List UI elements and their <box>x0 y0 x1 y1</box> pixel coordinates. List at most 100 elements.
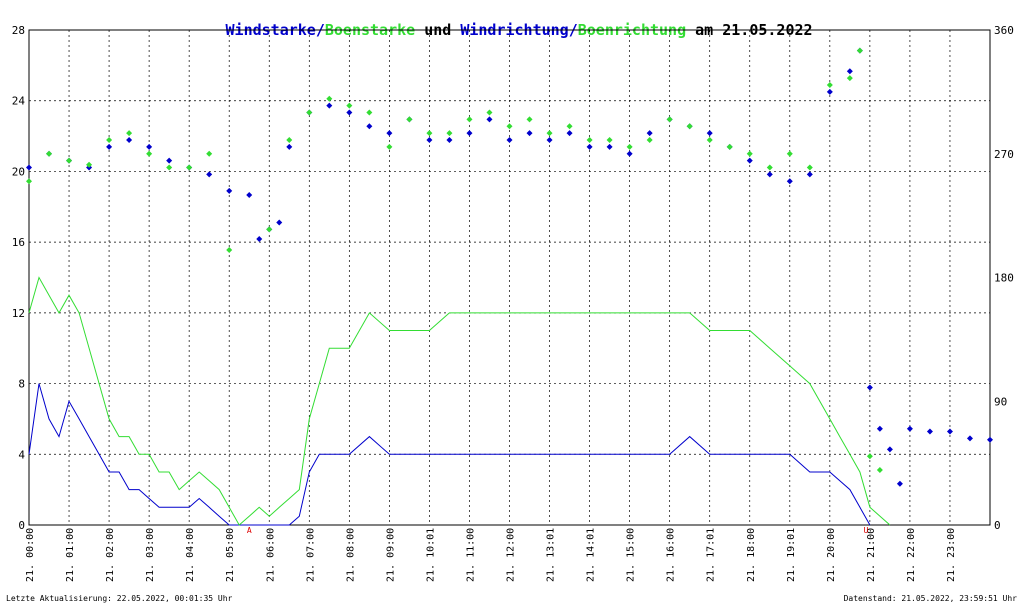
series-line-boenstarke <box>28 276 891 526</box>
series-point-boenrichtung <box>606 137 613 143</box>
y-right-tick-label: 270 <box>994 148 1014 161</box>
series-point-boenrichtung <box>526 116 533 123</box>
series-point-boenrichtung <box>866 453 873 460</box>
x-tick-label: 21. 23:00 <box>946 528 957 582</box>
series-point-boenrichtung <box>726 143 733 150</box>
series-point-boenrichtung <box>266 226 273 233</box>
series-point-windrichtung <box>166 157 173 164</box>
x-tick-label: 21. 16:00 <box>666 528 677 582</box>
series-point-windrichtung <box>276 219 283 226</box>
series-point-windrichtung <box>987 436 993 443</box>
series-point-boenrichtung <box>86 161 93 168</box>
series-point-windrichtung <box>26 164 32 171</box>
series-point-windrichtung <box>486 116 493 123</box>
series-point-boenrichtung <box>646 137 653 143</box>
series-point-boenrichtung <box>666 116 673 123</box>
annotation-marker: A <box>247 526 252 535</box>
y-left-tick-label: 8 <box>18 378 25 391</box>
series-point-windrichtung <box>926 428 933 435</box>
series-point-boenrichtung <box>46 150 53 157</box>
series-point-boenrichtung <box>226 247 233 253</box>
y-right-tick-label: 360 <box>994 24 1014 37</box>
series-point-windrichtung <box>346 109 353 116</box>
x-tick-label: 21. 22:00 <box>906 528 917 582</box>
series-point-windrichtung <box>526 130 533 137</box>
footer-data-status: Datenstand: 21.05.2022, 23:59:51 Uhr <box>843 594 1017 603</box>
series-point-boenrichtung <box>306 109 313 116</box>
series-point-boenrichtung <box>846 75 853 82</box>
x-tick-label: 21. 17:01 <box>706 528 717 582</box>
footer-last-update: Letzte Aktualisierung: 22.05.2022, 00:01… <box>6 594 233 603</box>
series-point-boenrichtung <box>586 137 593 143</box>
series-point-boenrichtung <box>826 82 833 88</box>
series-point-windrichtung <box>586 143 593 150</box>
y-left-tick-label: 0 <box>18 519 25 532</box>
x-tick-label: 21. 12:00 <box>506 528 517 582</box>
series-point-boenrichtung <box>686 123 693 130</box>
y-right-tick-label: 0 <box>994 519 1001 532</box>
series-point-windrichtung <box>946 428 953 435</box>
x-tick-label: 21. 04:00 <box>185 528 196 582</box>
x-tick-label: 21. 08:00 <box>345 528 356 582</box>
series-point-windrichtung <box>246 192 253 198</box>
series-point-windrichtung <box>786 178 793 185</box>
series-point-windrichtung <box>386 130 393 137</box>
series-point-windrichtung <box>256 236 263 242</box>
series-point-boenrichtung <box>876 467 883 473</box>
series-point-windrichtung <box>966 435 973 442</box>
y-left-tick-label: 16 <box>12 236 25 249</box>
y-left-tick-label: 12 <box>12 307 25 320</box>
series-point-boenrichtung <box>366 109 373 116</box>
series-point-boenrichtung <box>346 102 353 109</box>
series-point-windrichtung <box>846 68 853 75</box>
y-left-tick-label: 24 <box>12 95 26 108</box>
x-tick-label: 21. 09:00 <box>385 528 396 582</box>
series-point-windrichtung <box>426 137 433 143</box>
x-tick-label: 21. 10:01 <box>425 528 436 582</box>
series-point-boenrichtung <box>706 137 713 143</box>
series-point-windrichtung <box>606 143 613 150</box>
x-tick-label: 21. 05:00 <box>225 528 236 582</box>
y-right-tick-label: 180 <box>994 272 1014 285</box>
series-point-boenrichtung <box>486 109 493 116</box>
series-point-boenrichtung <box>806 164 813 171</box>
series-point-boenrichtung <box>746 150 753 157</box>
series-point-windrichtung <box>226 187 233 194</box>
series-point-boenrichtung <box>326 95 333 102</box>
series-point-boenrichtung <box>506 123 513 130</box>
series-point-boenrichtung <box>146 150 153 157</box>
series-point-boenrichtung <box>166 164 173 171</box>
series-point-windrichtung <box>876 425 883 432</box>
series-point-boenrichtung <box>626 143 633 150</box>
series-point-windrichtung <box>866 384 873 391</box>
series-point-windrichtung <box>886 446 893 453</box>
series-point-boenrichtung <box>406 116 413 123</box>
series-point-windrichtung <box>806 171 813 178</box>
series-point-windrichtung <box>326 102 333 109</box>
x-tick-label: 21. 02:00 <box>105 528 116 582</box>
series-point-boenrichtung <box>286 137 293 143</box>
x-tick-label: 21. 20:00 <box>826 528 837 582</box>
series-point-boenrichtung <box>206 150 213 157</box>
series-point-windrichtung <box>286 143 293 150</box>
series-point-windrichtung <box>826 88 833 95</box>
series-point-windrichtung <box>206 171 213 178</box>
series-point-windrichtung <box>896 480 903 487</box>
series-point-windrichtung <box>766 171 773 178</box>
y-left-tick-label: 4 <box>18 448 25 461</box>
x-tick-label: 21. 15:00 <box>626 528 637 582</box>
x-tick-label: 21. 18:00 <box>746 528 757 582</box>
x-tick-label: 21. 03:00 <box>145 528 156 582</box>
series-point-windrichtung <box>546 137 553 143</box>
series-point-windrichtung <box>146 143 153 150</box>
series-point-windrichtung <box>646 130 653 137</box>
series-point-windrichtung <box>466 130 473 137</box>
series-point-boenrichtung <box>786 150 793 157</box>
series-point-boenrichtung <box>546 130 553 137</box>
annotation-marker: U <box>863 526 868 535</box>
series-point-windrichtung <box>126 137 133 143</box>
series-point-boenrichtung <box>106 137 113 143</box>
series-point-boenrichtung <box>856 47 863 54</box>
series-point-boenrichtung <box>126 130 133 137</box>
